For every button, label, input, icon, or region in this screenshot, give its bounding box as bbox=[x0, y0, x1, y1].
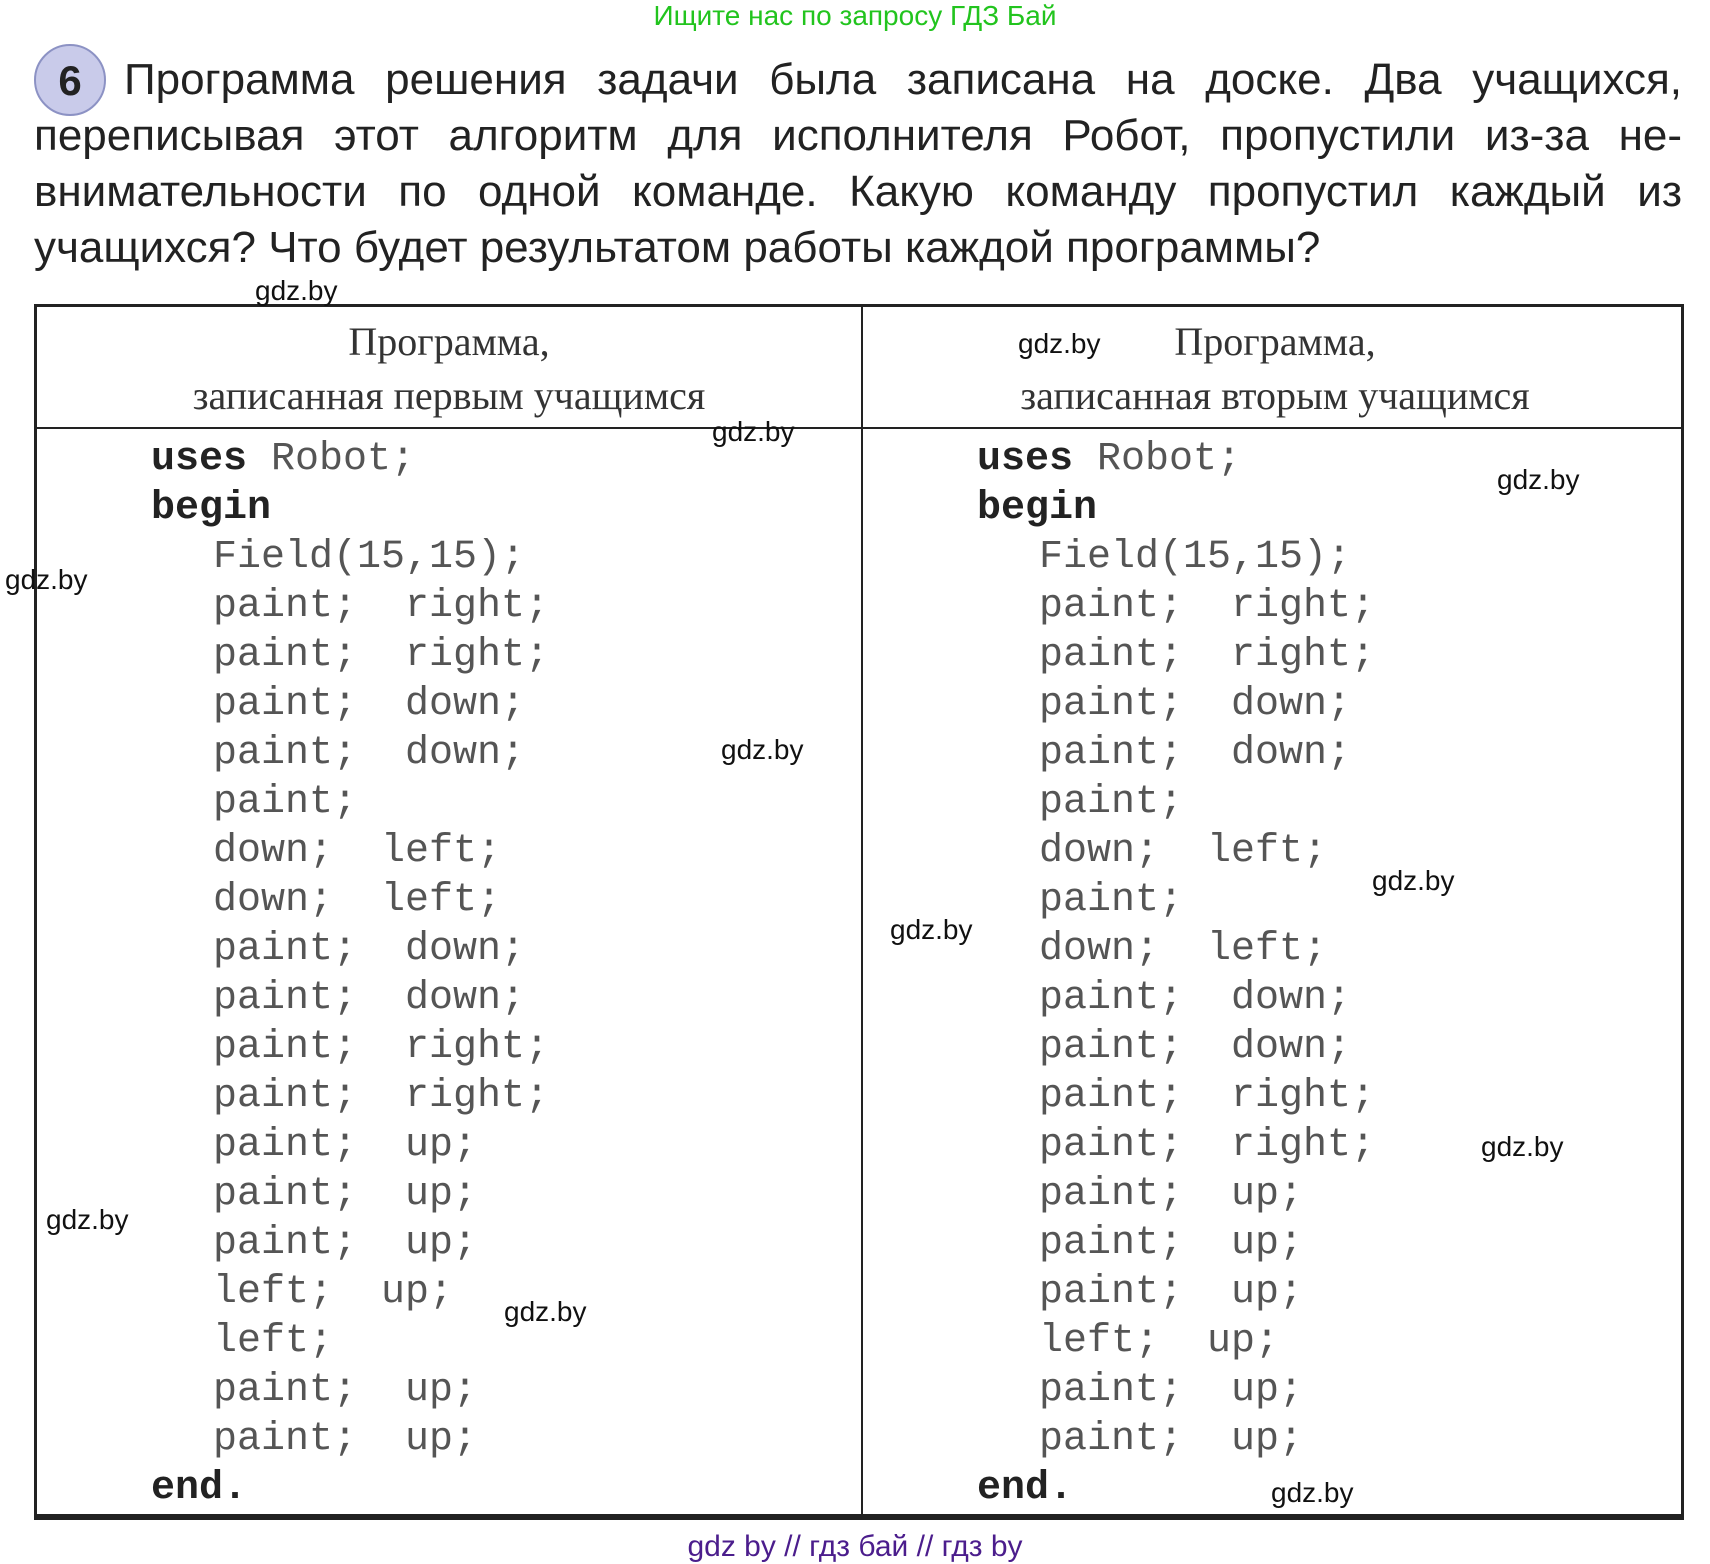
code-line: paint; down; bbox=[213, 976, 526, 1021]
code-line: paint; up; bbox=[1039, 1270, 1304, 1315]
code-line: left; bbox=[213, 1319, 334, 1364]
code-line: paint; right; bbox=[213, 584, 550, 629]
footer-note: gdz by // гдз бай // гдз by bbox=[687, 1530, 1023, 1563]
question-line: учащихся? Что будет результатом работы к… bbox=[34, 223, 1321, 272]
code-line: paint; down; bbox=[213, 927, 526, 972]
header-line: записанная вторым учащимся bbox=[1020, 373, 1530, 418]
code-line-uses: uses Robot; bbox=[977, 435, 1375, 484]
code-line: paint; up; bbox=[213, 1417, 478, 1462]
watermark: gdz.by bbox=[1372, 865, 1455, 896]
question-line: переписывая этот алгоритм для исполнител… bbox=[34, 111, 1682, 160]
code-line: paint; up; bbox=[213, 1172, 478, 1217]
code-line: paint; right; bbox=[1039, 1074, 1376, 1119]
code-line: paint; right; bbox=[213, 1074, 550, 1119]
header-line: записанная первым учащимся bbox=[192, 373, 706, 418]
code-line: paint; bbox=[1039, 780, 1184, 825]
code-line: paint; down; bbox=[213, 682, 526, 727]
keyword-begin: begin bbox=[977, 486, 1098, 531]
header-line: Программа, bbox=[348, 319, 550, 364]
question-line: внимательности по одной команде. Какую к… bbox=[34, 167, 1682, 216]
column-header-first: Программа, записанная первым учащимся bbox=[37, 315, 861, 423]
code-line: paint; right; bbox=[213, 633, 550, 678]
watermark: gdz.by bbox=[46, 1204, 129, 1235]
task-number-badge: 6 bbox=[34, 44, 106, 116]
code-line: Field(15,15); bbox=[1039, 535, 1352, 580]
code-line: paint; right; bbox=[1039, 633, 1376, 678]
code-line: paint; bbox=[213, 780, 358, 825]
code-line: paint; up; bbox=[1039, 1172, 1304, 1217]
code-line: down; left; bbox=[1039, 829, 1328, 874]
code-line: paint; down; bbox=[1039, 1025, 1352, 1070]
program-second: uses Robot; begin Field(15,15); paint; righ… bbox=[977, 435, 1375, 1513]
column-divider bbox=[861, 307, 863, 1514]
code-line: paint; right; bbox=[1039, 1123, 1376, 1168]
code-line: paint; down; bbox=[1039, 682, 1352, 727]
watermark: gdz.by bbox=[1018, 328, 1101, 359]
code-line: paint; right; bbox=[213, 1025, 550, 1070]
watermark: gdz.by bbox=[721, 734, 804, 765]
code-line: down; left; bbox=[213, 829, 502, 874]
code-line: paint; up; bbox=[213, 1368, 478, 1413]
code-line: paint; up; bbox=[1039, 1417, 1304, 1462]
code-line: left; up; bbox=[213, 1270, 454, 1315]
code-line: down; left; bbox=[1039, 927, 1328, 972]
code-line: paint; bbox=[1039, 878, 1184, 923]
search-hint: Ищите нас по запросу ГДЗ Бай bbox=[653, 0, 1057, 31]
watermark: gdz.by bbox=[1497, 464, 1580, 495]
uses-argument: Robot; bbox=[1073, 437, 1242, 482]
code-line: paint; down; bbox=[1039, 976, 1352, 1021]
code-line-end: end. bbox=[977, 1464, 1375, 1513]
keyword-uses: uses bbox=[977, 437, 1074, 482]
keyword-end: end. bbox=[151, 1466, 248, 1511]
watermark: gdz.by bbox=[1271, 1477, 1354, 1508]
column-header-second: Программа, записанная вторым учащимся bbox=[863, 315, 1687, 423]
code-line-end: end. bbox=[151, 1464, 549, 1513]
keyword-uses: uses bbox=[151, 437, 248, 482]
code-line: paint; down; bbox=[1039, 731, 1352, 776]
question-line: Программа решения задачи была записана н… bbox=[124, 55, 1682, 104]
code-line: paint; up; bbox=[1039, 1368, 1304, 1413]
code-line: left; up; bbox=[1039, 1319, 1280, 1364]
code-line: down; left; bbox=[213, 878, 502, 923]
uses-argument: Robot; bbox=[247, 437, 416, 482]
keyword-end: end. bbox=[977, 1466, 1074, 1511]
code-line-begin: begin bbox=[977, 484, 1375, 533]
watermark: gdz.by bbox=[5, 564, 88, 595]
watermark: gdz.by bbox=[1481, 1131, 1564, 1162]
header-line: Программа, bbox=[1174, 319, 1376, 364]
watermark: gdz.by bbox=[504, 1296, 587, 1327]
code-line: Field(15,15); bbox=[213, 535, 526, 580]
code-line: paint; up; bbox=[1039, 1221, 1304, 1266]
code-line: paint; up; bbox=[213, 1221, 478, 1266]
watermark: gdz.by bbox=[712, 416, 795, 447]
programs-table: Программа, записанная первым учащимся Пр… bbox=[34, 304, 1684, 1520]
header-divider bbox=[37, 427, 1681, 429]
code-line-begin: begin bbox=[151, 484, 549, 533]
code-line: paint; up; bbox=[213, 1123, 478, 1168]
program-first: uses Robot; begin Field(15,15); paint; righ… bbox=[151, 435, 549, 1513]
code-line-uses: uses Robot; bbox=[151, 435, 549, 484]
watermark: gdz.by bbox=[255, 275, 338, 306]
code-line: paint; right; bbox=[1039, 584, 1376, 629]
keyword-begin: begin bbox=[151, 486, 272, 531]
watermark: gdz.by bbox=[890, 914, 973, 945]
question-text: Программа решения задачи была записана н… bbox=[34, 52, 1682, 276]
code-line: paint; down; bbox=[213, 731, 526, 776]
